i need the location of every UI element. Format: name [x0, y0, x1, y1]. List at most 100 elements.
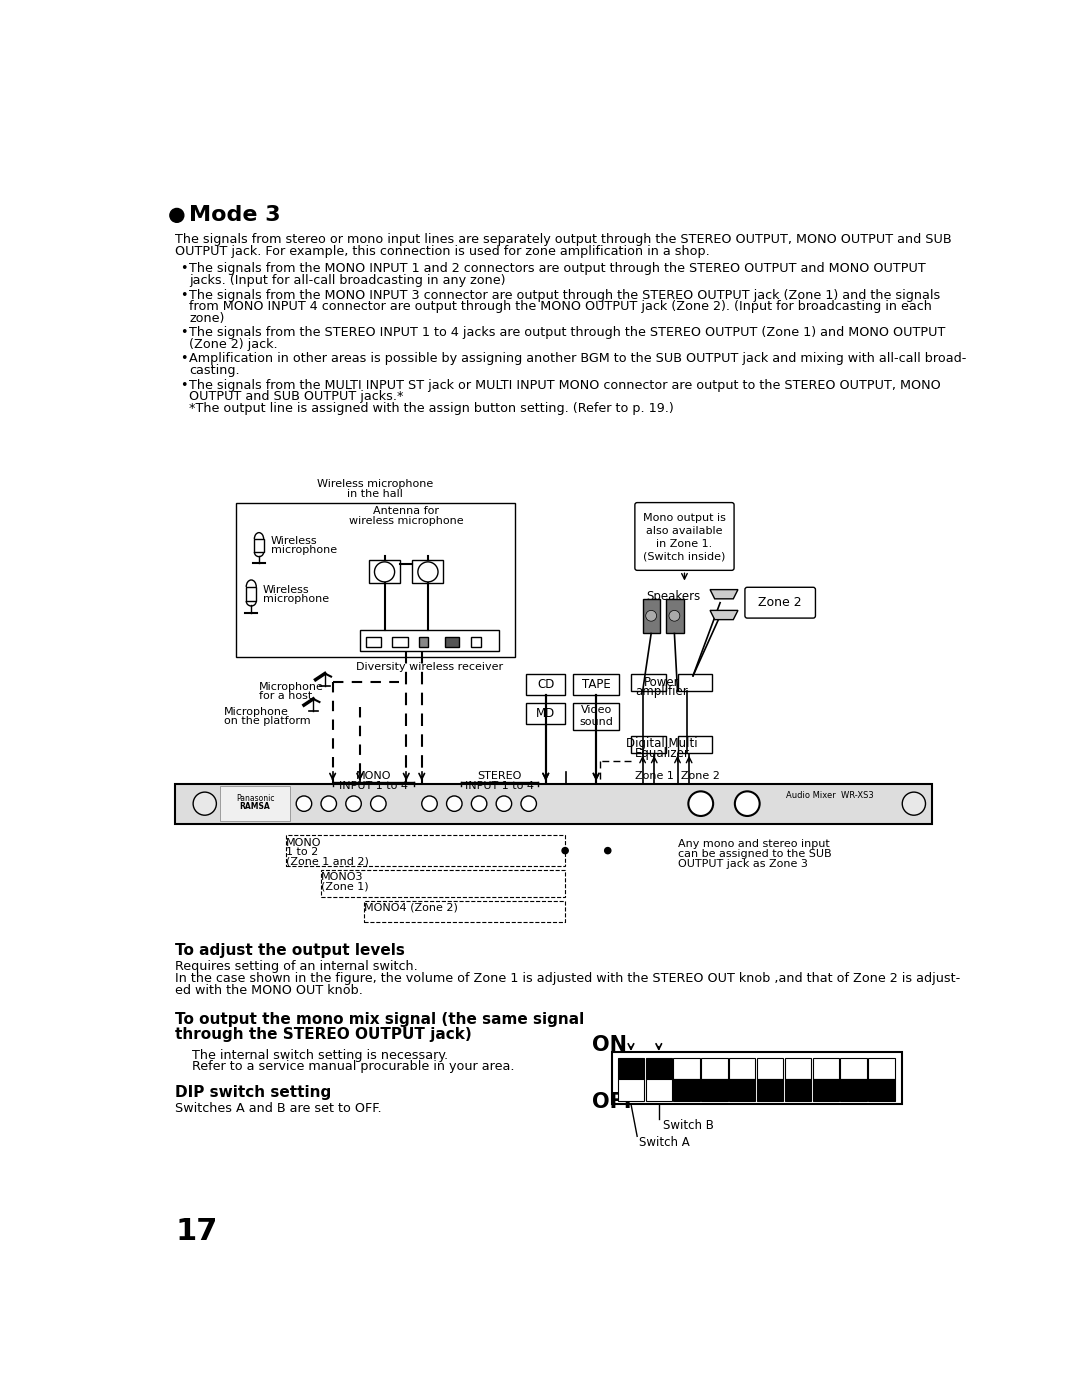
Circle shape [346, 796, 362, 812]
Bar [445, 637, 459, 647]
Text: through the STEREO OUTPUT jack): through the STEREO OUTPUT jack) [175, 1027, 472, 1042]
Bar [785, 1080, 811, 1101]
Bar [812, 1058, 839, 1080]
Bar [611, 1052, 902, 1104]
Bar [757, 1080, 783, 1101]
Text: Any mono and stereo input: Any mono and stereo input [677, 840, 829, 849]
Text: Panasonic: Panasonic [235, 795, 274, 803]
Text: (Zone 2) jack.: (Zone 2) jack. [189, 338, 278, 351]
Bar [618, 1080, 644, 1101]
Bar [572, 703, 619, 729]
Text: The internal switch setting is necessary.: The internal switch setting is necessary… [192, 1049, 448, 1062]
Text: jacks. (Input for all-call broadcasting in any zone): jacks. (Input for all-call broadcasting … [189, 274, 505, 286]
Circle shape [422, 796, 437, 812]
Bar [366, 637, 381, 647]
Text: To adjust the output levels: To adjust the output levels [175, 943, 405, 958]
Circle shape [605, 848, 611, 854]
Text: OUTPUT jack as Zone 3: OUTPUT jack as Zone 3 [677, 859, 808, 869]
Circle shape [688, 791, 713, 816]
Text: MONO: MONO [286, 838, 322, 848]
Text: Switches A and B are set to OFF.: Switches A and B are set to OFF. [175, 1102, 382, 1115]
Text: on the platform: on the platform [225, 715, 311, 726]
Bar [175, 784, 932, 824]
Circle shape [446, 796, 462, 812]
Text: ed with the MONO OUT knob.: ed with the MONO OUT knob. [175, 983, 363, 997]
Bar [729, 1058, 755, 1080]
Bar [701, 1058, 728, 1080]
Circle shape [902, 792, 926, 816]
Text: DIP switch setting: DIP switch setting [175, 1085, 332, 1101]
Text: OUTPUT and SUB OUTPUT jacks.*: OUTPUT and SUB OUTPUT jacks.* [189, 390, 404, 404]
Text: CD: CD [537, 678, 554, 692]
Text: *The output line is assigned with the assign button setting. (Refer to p. 19.): *The output line is assigned with the as… [189, 402, 674, 415]
Text: The signals from stereo or mono input lines are separately output through the ST: The signals from stereo or mono input li… [175, 233, 951, 246]
Text: can be assigned to the SUB: can be assigned to the SUB [677, 849, 832, 859]
Polygon shape [710, 610, 738, 620]
Text: •: • [180, 352, 188, 366]
Circle shape [375, 562, 394, 583]
Text: •: • [180, 327, 188, 339]
Text: in Zone 1.: in Zone 1. [657, 539, 713, 549]
Text: (Switch inside): (Switch inside) [644, 552, 726, 562]
Text: Speakers: Speakers [647, 590, 701, 602]
Text: Zone 2: Zone 2 [758, 597, 802, 609]
Text: Wireless: Wireless [271, 535, 318, 546]
Text: Wireless microphone: Wireless microphone [318, 479, 433, 489]
Text: Requires setting of an internal switch.: Requires setting of an internal switch. [175, 960, 418, 972]
Bar [646, 1058, 672, 1080]
Text: The signals from the MONO INPUT 3 connector are output through the STEREO OUTPUT: The signals from the MONO INPUT 3 connec… [189, 289, 941, 302]
FancyBboxPatch shape [635, 503, 734, 570]
Bar [812, 1080, 839, 1101]
Text: INPUT 1 to 4: INPUT 1 to 4 [464, 781, 534, 791]
Bar [646, 1080, 672, 1101]
Bar [369, 560, 400, 584]
Bar [255, 539, 264, 552]
Text: Power: Power [644, 676, 679, 689]
Circle shape [193, 792, 216, 816]
Text: Diversity wireless receiver: Diversity wireless receiver [356, 662, 503, 672]
Bar [220, 787, 291, 821]
Text: MONO3: MONO3 [321, 872, 364, 882]
Text: The signals from the MONO INPUT 1 and 2 connectors are output through the STEREO: The signals from the MONO INPUT 1 and 2 … [189, 263, 926, 275]
Circle shape [521, 796, 537, 812]
Text: in the hall: in the hall [348, 489, 403, 499]
Bar [701, 1080, 728, 1101]
Text: The signals from the STEREO INPUT 1 to 4 jacks are output through the STEREO OUT: The signals from the STEREO INPUT 1 to 4… [189, 327, 946, 339]
Bar [677, 736, 713, 753]
Text: TAPE: TAPE [582, 678, 610, 692]
Bar [868, 1058, 894, 1080]
Text: zone): zone) [189, 312, 225, 324]
Text: (Zone 1): (Zone 1) [321, 882, 368, 891]
Bar [840, 1058, 866, 1080]
Text: Digital Multi: Digital Multi [626, 738, 698, 750]
Bar [419, 637, 428, 647]
Text: Wireless: Wireless [262, 585, 310, 595]
Bar [286, 835, 565, 866]
Bar [868, 1080, 894, 1101]
Bar [526, 703, 565, 724]
Bar [729, 1080, 755, 1101]
Text: STEREO: STEREO [477, 771, 522, 781]
Bar [392, 637, 408, 647]
Text: To output the mono mix signal (the same signal: To output the mono mix signal (the same … [175, 1011, 584, 1027]
Bar [677, 675, 713, 692]
Circle shape [562, 848, 568, 854]
Circle shape [496, 796, 512, 812]
Text: Refer to a service manual procurable in your area.: Refer to a service manual procurable in … [192, 1060, 515, 1073]
Text: for a host: for a host [259, 692, 312, 701]
Bar [618, 1058, 644, 1080]
Text: microphone: microphone [262, 594, 329, 605]
Text: Antenna for: Antenna for [374, 507, 440, 517]
Text: •: • [180, 379, 188, 391]
Bar [666, 599, 684, 633]
Text: ON: ON [592, 1035, 627, 1055]
Text: Mono output is: Mono output is [643, 513, 726, 522]
Circle shape [646, 610, 657, 622]
Text: Microphone: Microphone [225, 707, 289, 717]
Bar [631, 736, 666, 753]
Text: Switch B: Switch B [663, 1119, 714, 1133]
Circle shape [734, 791, 759, 816]
Bar [246, 587, 256, 601]
Text: INPUT 1 to 4: INPUT 1 to 4 [339, 781, 408, 791]
Text: RAMSA: RAMSA [240, 802, 270, 812]
